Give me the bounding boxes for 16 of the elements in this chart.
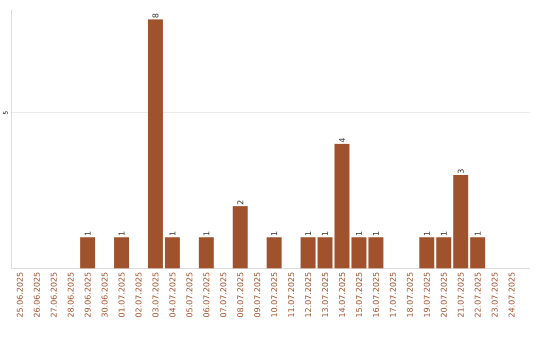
bar xyxy=(198,237,214,268)
bar xyxy=(419,237,434,268)
bar xyxy=(80,237,96,268)
bar xyxy=(266,237,282,268)
bar xyxy=(300,237,316,268)
bar xyxy=(351,237,366,268)
bar xyxy=(164,237,180,268)
bar xyxy=(436,237,452,268)
bar xyxy=(453,174,468,268)
bar xyxy=(470,237,486,268)
bar xyxy=(148,19,163,268)
bar xyxy=(368,237,384,268)
bar xyxy=(232,206,248,268)
bar xyxy=(114,237,130,268)
bar xyxy=(318,237,333,268)
bar xyxy=(334,144,350,268)
